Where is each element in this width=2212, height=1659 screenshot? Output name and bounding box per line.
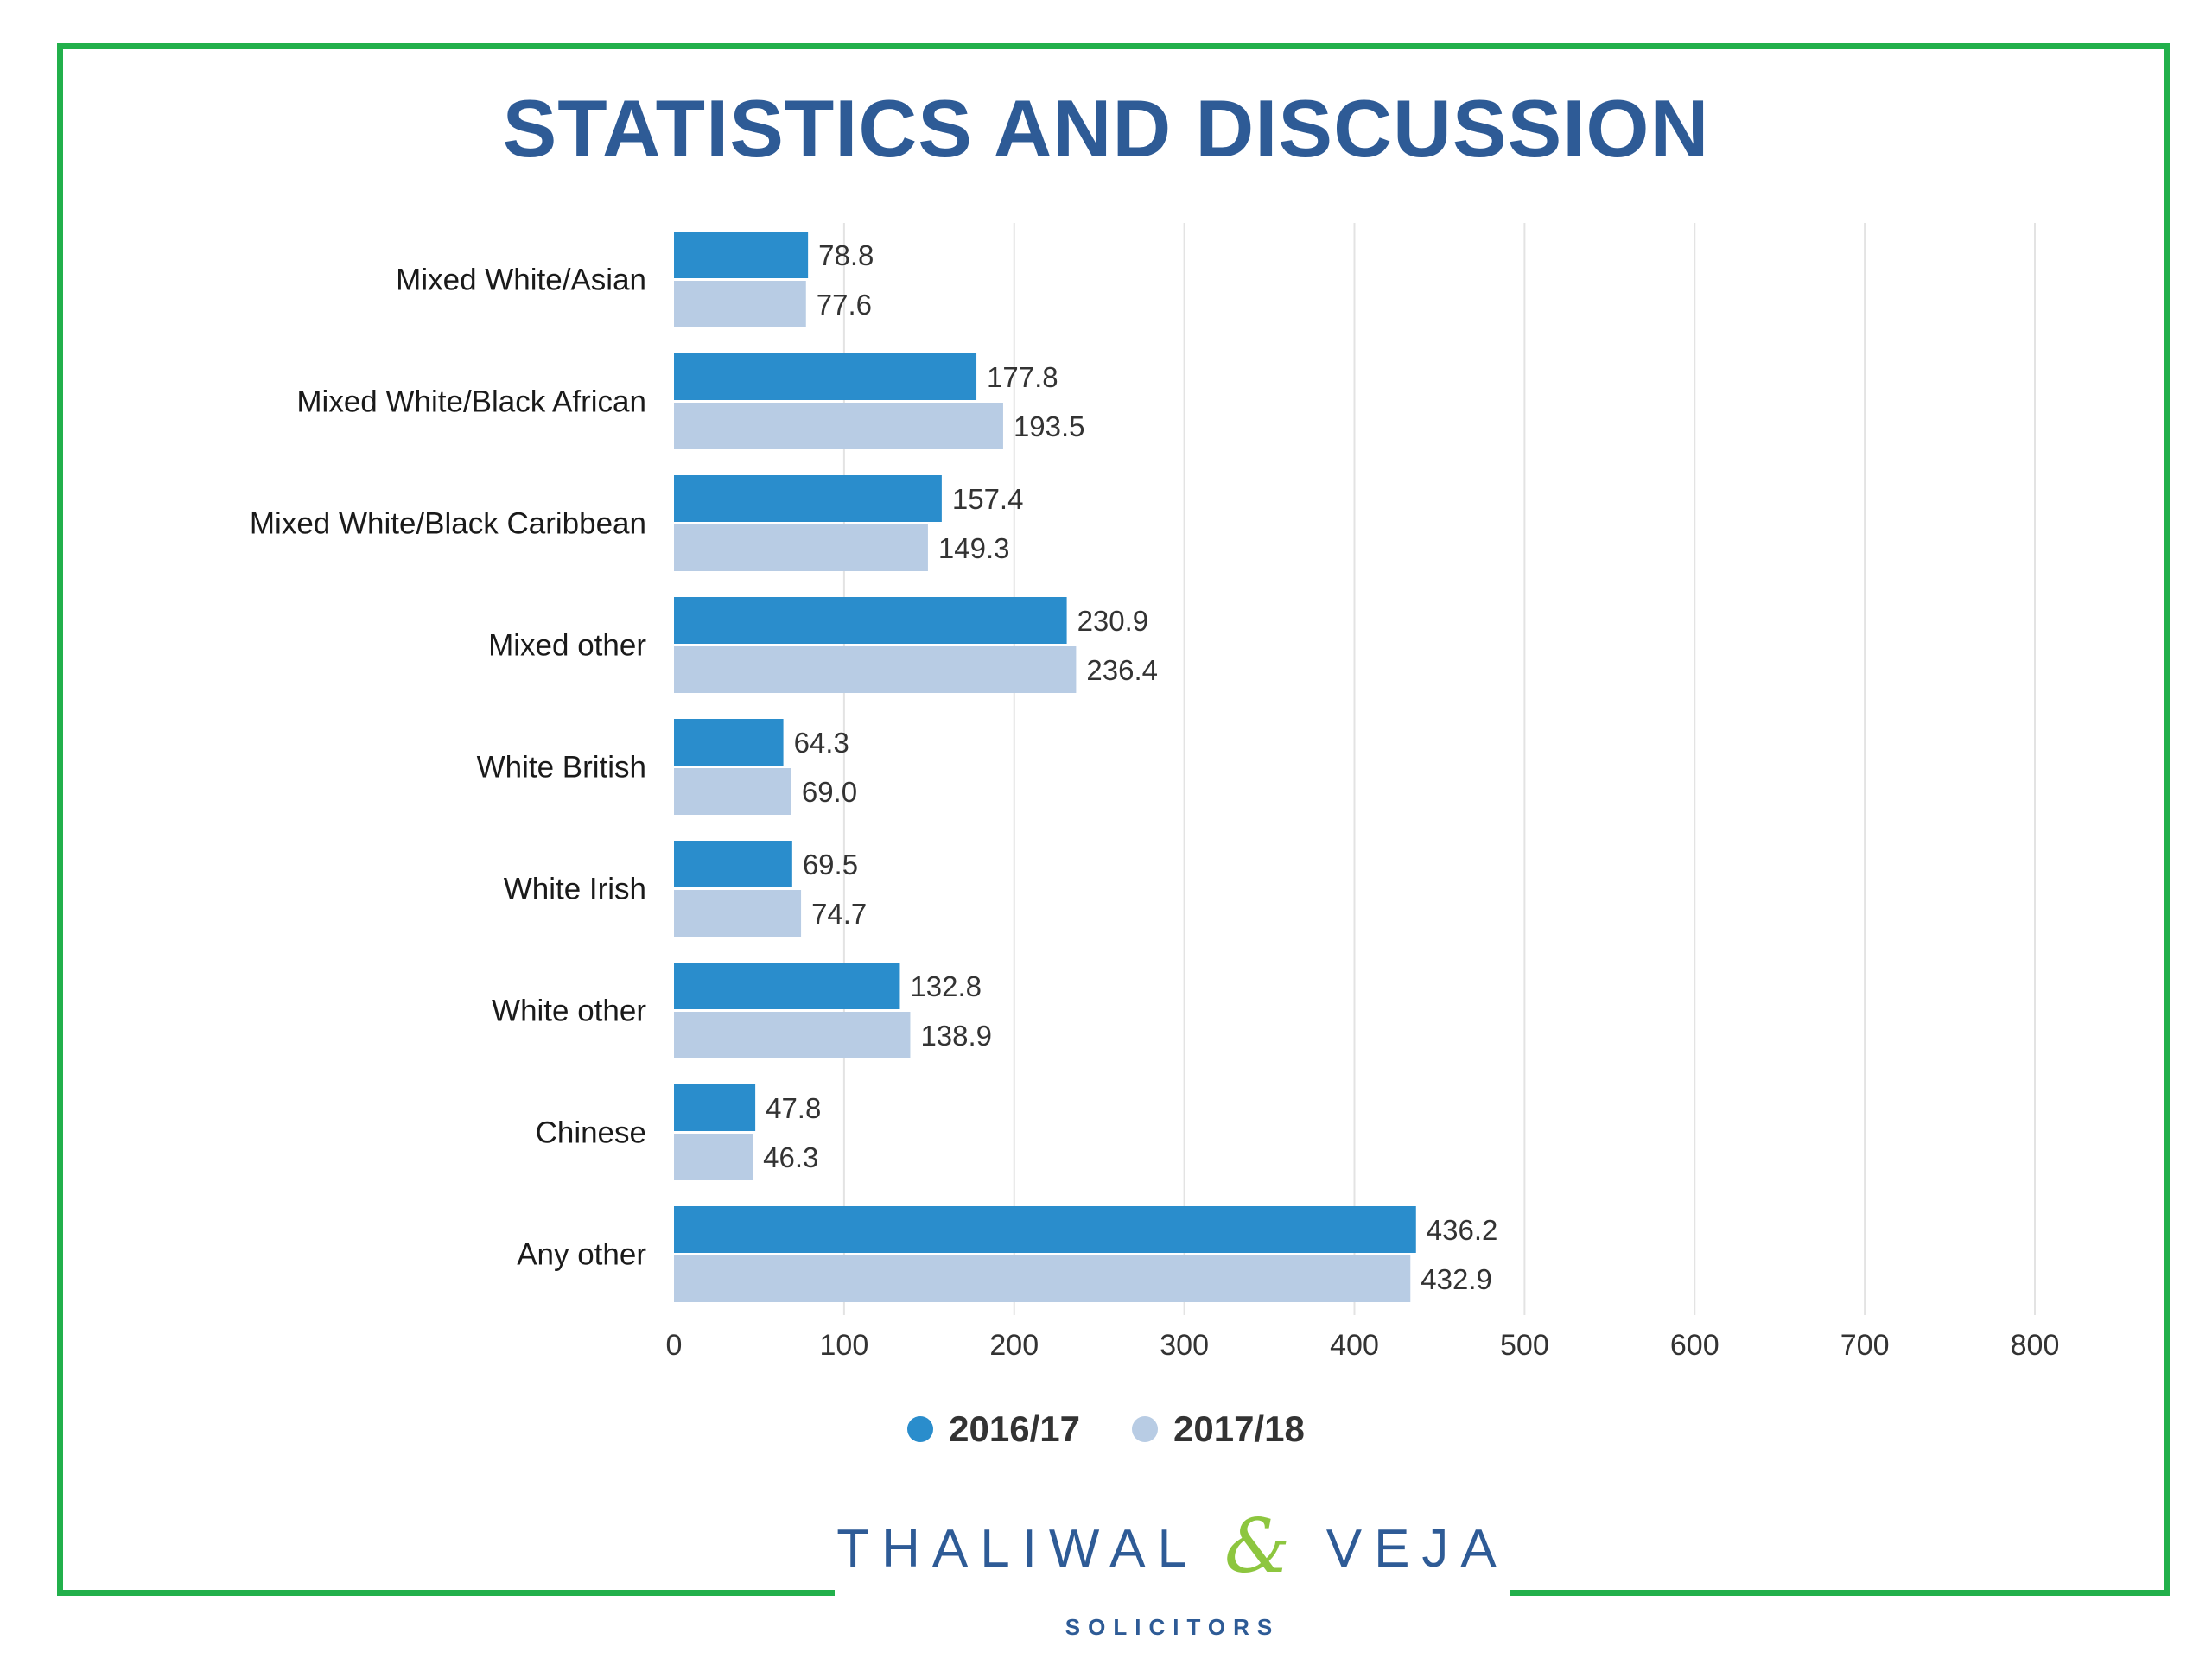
x-tick-label: 500 xyxy=(1500,1329,1549,1362)
bar-value-label: 436.2 xyxy=(1427,1214,1498,1246)
bar-series-2 xyxy=(674,890,802,937)
frame-top-border xyxy=(57,43,2170,49)
x-tick-label: 100 xyxy=(820,1329,869,1362)
bar-value-label: 77.6 xyxy=(817,289,872,321)
label-layer: 0 100 200 300 400 500 600 700 800 Mixed White/Asi… xyxy=(250,239,2059,1362)
x-tick-label: 400 xyxy=(1330,1329,1379,1362)
legend-label-series-2: 2017/18 xyxy=(1173,1408,1305,1449)
bar-series-1 xyxy=(674,597,1067,644)
logo-wordmark: THALIWAL & VEJA xyxy=(835,1503,1510,1590)
bar-series-2 xyxy=(674,646,1077,693)
bar-value-label: 69.0 xyxy=(802,776,857,808)
chart-legend: 2016/17 2017/18 xyxy=(0,1408,2212,1450)
legend-dot-series-2 xyxy=(1132,1416,1158,1442)
bar-series-2 xyxy=(674,768,791,815)
category-label: White other xyxy=(492,995,646,1028)
bar-value-label: 138.9 xyxy=(920,1020,992,1052)
legend-dot-series-1 xyxy=(907,1416,934,1442)
bar-series-2 xyxy=(674,524,928,571)
bar-series-1 xyxy=(674,963,900,1009)
bar-value-label: 177.8 xyxy=(987,361,1058,393)
legend-item-series-1: 2016/17 xyxy=(907,1408,1080,1450)
x-tick-label: 800 xyxy=(2011,1329,2060,1362)
frame-right-border xyxy=(2164,43,2170,1596)
bar-value-label: 157.4 xyxy=(952,483,1024,515)
frame-bottom-right-border xyxy=(1510,1590,2170,1596)
bar-series-2 xyxy=(674,403,1003,449)
logo-ampersand: & xyxy=(1224,1503,1291,1590)
logo-name-left: THALIWAL xyxy=(836,1519,1198,1579)
bar-series-2 xyxy=(674,281,806,327)
category-label: Chinese xyxy=(536,1116,646,1150)
bar-value-label: 46.3 xyxy=(763,1141,818,1173)
x-tick-label: 0 xyxy=(666,1329,683,1362)
x-tick-label: 200 xyxy=(989,1329,1039,1362)
bar-series-2 xyxy=(674,1255,1411,1302)
bar-series-1 xyxy=(674,353,977,400)
category-label: Mixed White/Asian xyxy=(396,264,646,297)
x-tick-label: 600 xyxy=(1670,1329,1719,1362)
bar-value-label: 193.5 xyxy=(1014,410,1085,442)
bar-value-label: 69.5 xyxy=(803,849,858,880)
legend-item-series-2: 2017/18 xyxy=(1132,1408,1305,1450)
bar-series-2 xyxy=(674,1134,753,1180)
bar-value-label: 74.7 xyxy=(811,898,867,930)
category-label: White Irish xyxy=(504,873,646,906)
legend-label-series-1: 2016/17 xyxy=(949,1408,1080,1449)
bar-value-label: 132.8 xyxy=(910,970,982,1002)
category-label: Mixed White/Black African xyxy=(296,385,646,419)
bar-value-label: 149.3 xyxy=(938,532,1010,564)
bar-series-1 xyxy=(674,232,809,278)
category-label: Mixed White/Black Caribbean xyxy=(250,507,646,541)
bar-value-label: 230.9 xyxy=(1077,605,1149,637)
bar-series-1 xyxy=(674,841,792,887)
category-label: Any other xyxy=(517,1238,646,1272)
company-logo: THALIWAL & VEJA SOLICITORS xyxy=(835,1503,1510,1641)
logo-subtitle: SOLICITORS xyxy=(1065,1614,1281,1640)
bar-value-label: 236.4 xyxy=(1086,654,1158,686)
bar-series-1 xyxy=(674,475,942,522)
frame-bottom-left-border xyxy=(57,1590,835,1596)
bar-value-label: 64.3 xyxy=(794,727,849,759)
category-label: Mixed other xyxy=(488,629,646,663)
bar-value-label: 78.8 xyxy=(818,239,874,271)
bar-value-label: 432.9 xyxy=(1421,1263,1492,1295)
frame-left-border xyxy=(57,43,63,1596)
bar-series-2 xyxy=(674,1012,911,1058)
grid-layer xyxy=(842,223,2036,1315)
logo-name-right: VEJA xyxy=(1325,1519,1509,1579)
category-label: White British xyxy=(477,751,646,785)
bar-series-1 xyxy=(674,1206,1416,1253)
page-title: STATISTICS AND DISCUSSION xyxy=(502,83,1710,174)
bar-layer xyxy=(674,232,1416,1302)
bar-series-1 xyxy=(674,719,784,766)
bar-series-1 xyxy=(674,1084,756,1131)
x-tick-label: 700 xyxy=(1840,1329,1890,1362)
x-tick-label: 300 xyxy=(1160,1329,1209,1362)
bar-value-label: 47.8 xyxy=(766,1092,821,1124)
